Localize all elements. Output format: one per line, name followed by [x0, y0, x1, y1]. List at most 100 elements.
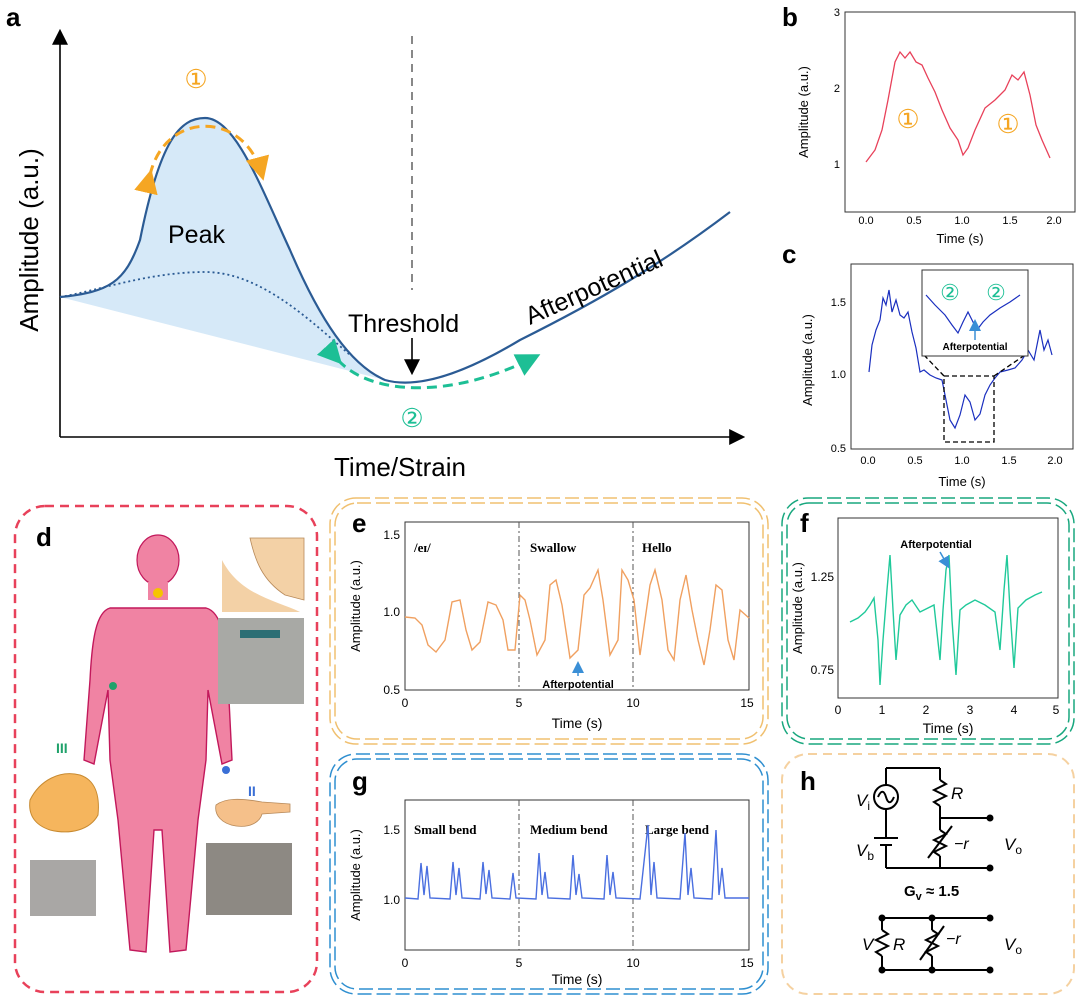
panel-letter-c: c	[782, 239, 796, 269]
panel-g-xtick: 10	[626, 956, 640, 970]
panel-b-frame	[844, 11, 1076, 213]
panel-h: h Vi Vb R −r Vo Gv ≈ 1.5	[781, 753, 1075, 995]
panel-c-frame	[850, 263, 1074, 450]
label-Vb: Vb	[856, 841, 874, 863]
panel-b-ytick: 1	[834, 159, 840, 171]
panel-e-seg2: Swallow	[530, 540, 577, 555]
zoom-line-left	[923, 354, 945, 377]
terminal-dot	[928, 914, 936, 922]
panel-g: g 1.5 1.0 0 5 10 15 Time (s) Amplitude (…	[329, 753, 769, 995]
panel-g-seg1: Small bend	[414, 822, 477, 837]
panel-b-ylabel: Amplitude (a.u.)	[796, 66, 811, 158]
panel-f-xtick: 3	[967, 703, 974, 717]
panel-g-ylabel: Amplitude (a.u.)	[348, 829, 363, 921]
terminal-dot	[928, 966, 936, 974]
panel-d-frame	[13, 504, 319, 994]
arm-illustration	[29, 773, 99, 833]
panel-f-xtick: 4	[1011, 703, 1018, 717]
label-III: III	[56, 740, 68, 756]
panel-b-ytick: 3	[834, 7, 840, 19]
panel-f-annotation: Afterpotential	[900, 539, 972, 551]
panel-b-xlabel: Time (s)	[936, 231, 983, 246]
panel-letter-a: a	[6, 2, 21, 32]
panel-g-seg3: Large bend	[645, 822, 710, 837]
panel-e-xtick: 15	[740, 696, 754, 710]
panel-e-plot	[404, 521, 750, 691]
panel-b-xtick: 2.0	[1046, 215, 1061, 227]
panel-f-frame-inner	[786, 502, 1070, 740]
panel-f-ytick: 1.25	[811, 570, 835, 584]
panel-e-frame	[329, 497, 769, 745]
panel-b-marker-right: ①	[996, 109, 1019, 139]
panel-e-ytick: 1.5	[383, 528, 400, 542]
panel-g-xlabel: Time (s)	[552, 971, 603, 987]
panel-f-xlabel: Time (s)	[923, 720, 974, 736]
label-Vi: Vi	[856, 791, 870, 813]
label-II: II	[248, 783, 256, 799]
inset-marker-right: ②	[986, 280, 1006, 305]
label-Vo: Vo	[1004, 835, 1022, 857]
panel-c-zoom-box	[943, 375, 995, 443]
panel-e-ytick: 1.0	[383, 605, 400, 619]
panel-c-xtick: 0.0	[860, 455, 875, 467]
panel-letter-f: f	[800, 508, 809, 538]
panel-f: f 1.25 0.75 0 1 2 3 4 5 Time (s) Amplitu…	[781, 497, 1075, 745]
panel-c-xtick: 2.0	[1047, 455, 1062, 467]
panel-b-xtick: 1.0	[954, 215, 969, 227]
peak-label: Peak	[168, 221, 225, 249]
label-R: R	[951, 784, 963, 803]
panel-f-xtick: 0	[835, 703, 842, 717]
panel-f-plot	[837, 517, 1059, 699]
threshold-label: Threshold	[348, 310, 459, 338]
panel-c-xtick: 1.5	[1001, 455, 1016, 467]
panel-f-ylabel: Amplitude (a.u.)	[790, 562, 805, 654]
panel-e-frame-inner	[334, 502, 764, 740]
marker2-arc	[316, 338, 541, 390]
marker1-arc	[134, 124, 270, 196]
panel-b-xtick: 1.5	[1002, 215, 1017, 227]
panel-e-ytick: 0.5	[383, 683, 400, 697]
panel-c-ylabel: Amplitude (a.u.)	[800, 314, 815, 406]
panel-letter-g: g	[352, 766, 368, 796]
panel-e-seg3: Hello	[642, 540, 672, 555]
panel-f-frame	[781, 497, 1075, 745]
panel-g-ytick: 1.0	[383, 893, 400, 907]
panel-b-ytick: 2	[834, 83, 840, 95]
panel-e-xlabel: Time (s)	[552, 715, 603, 731]
inset-afterpotential-label: Afterpotential	[943, 342, 1008, 353]
panel-b-xtick: 0.0	[858, 215, 873, 227]
panel-b: b 3 2 1 0.0 0.5 1.0 1.5 2.0 Time (s) Amp…	[782, 2, 1076, 246]
zoom-line-right	[993, 354, 1026, 377]
panel-b-xtick: 0.5	[906, 215, 921, 227]
panel-e-xtick: 10	[626, 696, 640, 710]
label-minus-r: −r	[954, 836, 969, 853]
panel-g-xtick: 0	[402, 956, 409, 970]
panel-letter-d: d	[36, 522, 52, 552]
panel-c-xlabel: Time (s)	[938, 474, 985, 489]
panel-g-frame-inner	[334, 758, 764, 990]
panel-a-xlabel: Time/Strain	[334, 452, 466, 482]
panel-c-xtick: 0.5	[907, 455, 922, 467]
panel-c-ytick: 1.5	[831, 297, 846, 309]
panel-b-marker-left: ①	[896, 104, 919, 134]
inset-marker-left: ②	[940, 280, 960, 305]
panel-c-inset	[921, 269, 1029, 357]
panel-letter-b: b	[782, 2, 798, 32]
panel-a-ylabel: Amplitude (a.u.)	[14, 148, 44, 332]
circuit-1	[873, 767, 990, 869]
neck-illustration	[218, 535, 305, 613]
terminal-dot	[986, 966, 994, 974]
finger-photo	[206, 843, 292, 915]
terminal-dot	[986, 864, 994, 872]
panel-g-xtick: 15	[740, 956, 754, 970]
label-Vo2: Vo	[1004, 935, 1022, 957]
panel-g-plot	[404, 799, 750, 951]
panel-f-xtick: 5	[1053, 703, 1060, 717]
panel-h-frame	[781, 753, 1075, 995]
panel-e: e 1.5 1.0 0.5 0 5 10 15 Time (s) Amplitu…	[329, 497, 769, 745]
panel-f-ytick: 0.75	[811, 663, 835, 677]
panel-e-annotation: Afterpotential	[542, 679, 614, 691]
panel-e-xtick: 5	[516, 696, 523, 710]
panel-f-xtick: 2	[923, 703, 930, 717]
